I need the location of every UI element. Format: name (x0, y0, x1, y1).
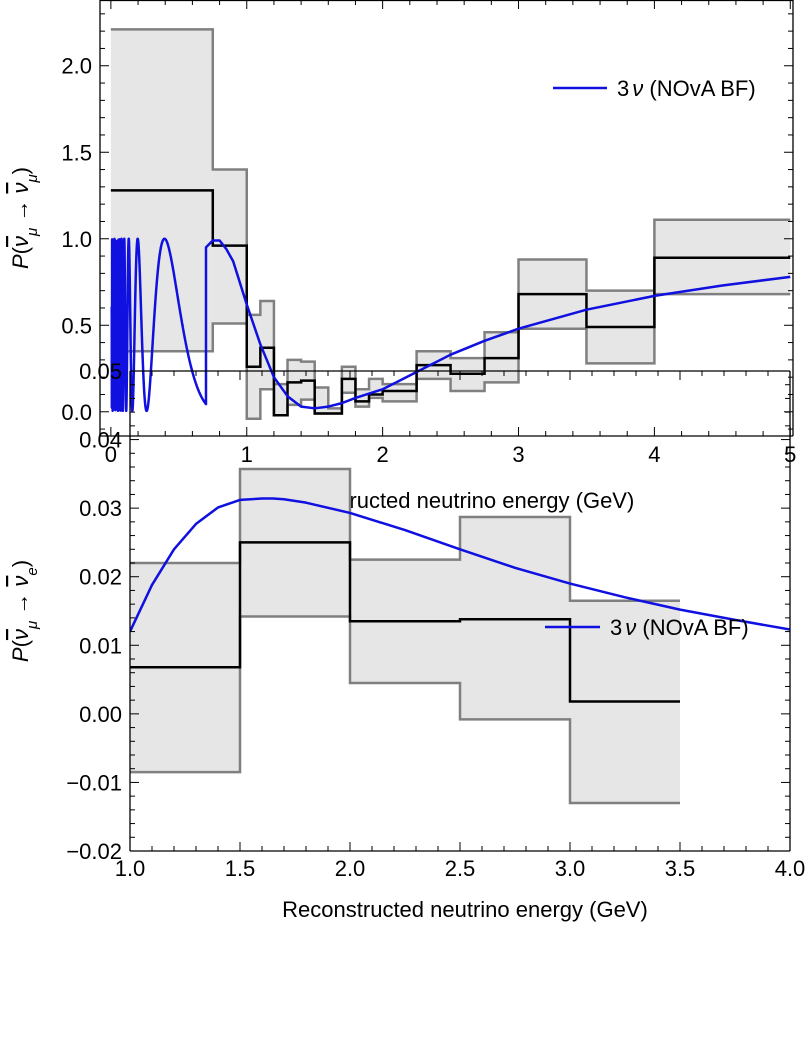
x-tick-label: 1 (241, 442, 253, 467)
x-tick-label: 4.0 (775, 856, 806, 881)
y-tick-label: −0.01 (66, 770, 122, 795)
y-tick-label: 0.05 (79, 359, 122, 384)
y-axis-title-to: ν (8, 183, 33, 194)
y-axis-title-text: P(νμ → νe) (8, 560, 41, 662)
legend-rest: (NOvA BF) (643, 76, 755, 101)
x-tick-label: 2 (377, 442, 389, 467)
y-axis-title-punct: ( (8, 246, 33, 254)
x-tick-label: 1.5 (225, 856, 256, 881)
legend-num: 3 (610, 615, 622, 640)
y-axis-title-punct: ) (8, 167, 33, 174)
chart-panel-2: 1.0 1.5 2.0 2.5 3.0 3.5 4.0−0.02−0.010.000.010… (8, 359, 805, 922)
y-tick-label: 0.04 (79, 428, 122, 453)
y-axis-title-prefix: P (8, 254, 33, 269)
y-tick-label: 1.0 (61, 227, 92, 252)
x-tick-label: 3 (512, 442, 524, 467)
y-axis-title-from: ν (8, 236, 33, 247)
y-axis-title-punct: → (8, 194, 33, 228)
y-tick-label: 2.0 (61, 54, 92, 79)
y-tick-label: 0.5 (61, 313, 92, 338)
band-lower-line (130, 615, 680, 805)
y-tick-label: 0.02 (79, 565, 122, 590)
x-tick-label: 3.5 (665, 856, 696, 881)
band-upper-line (110, 28, 791, 410)
y-tick-label: 0.00 (79, 702, 122, 727)
band-fill-bin (328, 408, 342, 414)
y-tick-label: 1.5 (61, 140, 92, 165)
y-axis-title-text: P(νμ → νμ) (8, 167, 41, 269)
band-upper-line (130, 467, 680, 602)
y-axis-title-from: ν (8, 629, 33, 640)
y-tick-label: 0.01 (79, 633, 122, 658)
y-axis-title-punct: ( (8, 639, 33, 647)
y-axis-title-to-sub: μ (24, 174, 41, 183)
y-axis-title-punct: ) (8, 560, 33, 567)
x-tick-label: 2.0 (335, 856, 366, 881)
legend-num: 3 (617, 76, 629, 101)
legend-nu: ν (625, 615, 636, 640)
y-axis-title-to: ν (8, 576, 33, 587)
x-tick-label: 1.0 (115, 856, 146, 881)
plot-area (130, 467, 790, 805)
y-tick-label: −0.02 (66, 839, 122, 864)
band-fill-bin (260, 301, 274, 390)
x-tick-label: 4 (648, 442, 660, 467)
y-axis-title-from-sub: μ (24, 228, 41, 237)
y-axis-title-prefix: P (8, 647, 33, 662)
y-axis-title-punct: → (8, 587, 33, 621)
x-tick-label: 2.5 (445, 856, 476, 881)
y-axis-title-to-sub: e (24, 567, 41, 575)
model-curve-line (130, 497, 790, 633)
y-axis-title: P(νμ → νμ) (8, 167, 41, 269)
x-tick-label: 3.0 (555, 856, 586, 881)
legend-rest: (NOvA BF) (636, 615, 748, 640)
y-tick-label: 0.0 (61, 400, 92, 425)
y-axis-title: P(νμ → νe) (8, 560, 41, 662)
legend-nu: ν (632, 76, 643, 101)
band-fill-bin (314, 387, 329, 414)
plot-area (110, 28, 791, 420)
central-histogram-line (110, 189, 791, 417)
y-tick-label: 0.03 (79, 496, 122, 521)
central-histogram-line (130, 541, 680, 703)
x-axis-title: Reconstructed neutrino energy (GeV) (282, 897, 648, 922)
model-curve-line (110, 237, 791, 413)
x-tick-label: 0 (105, 442, 117, 467)
y-axis-title-from-sub: μ (24, 621, 41, 630)
band-fill-bin (382, 384, 417, 402)
